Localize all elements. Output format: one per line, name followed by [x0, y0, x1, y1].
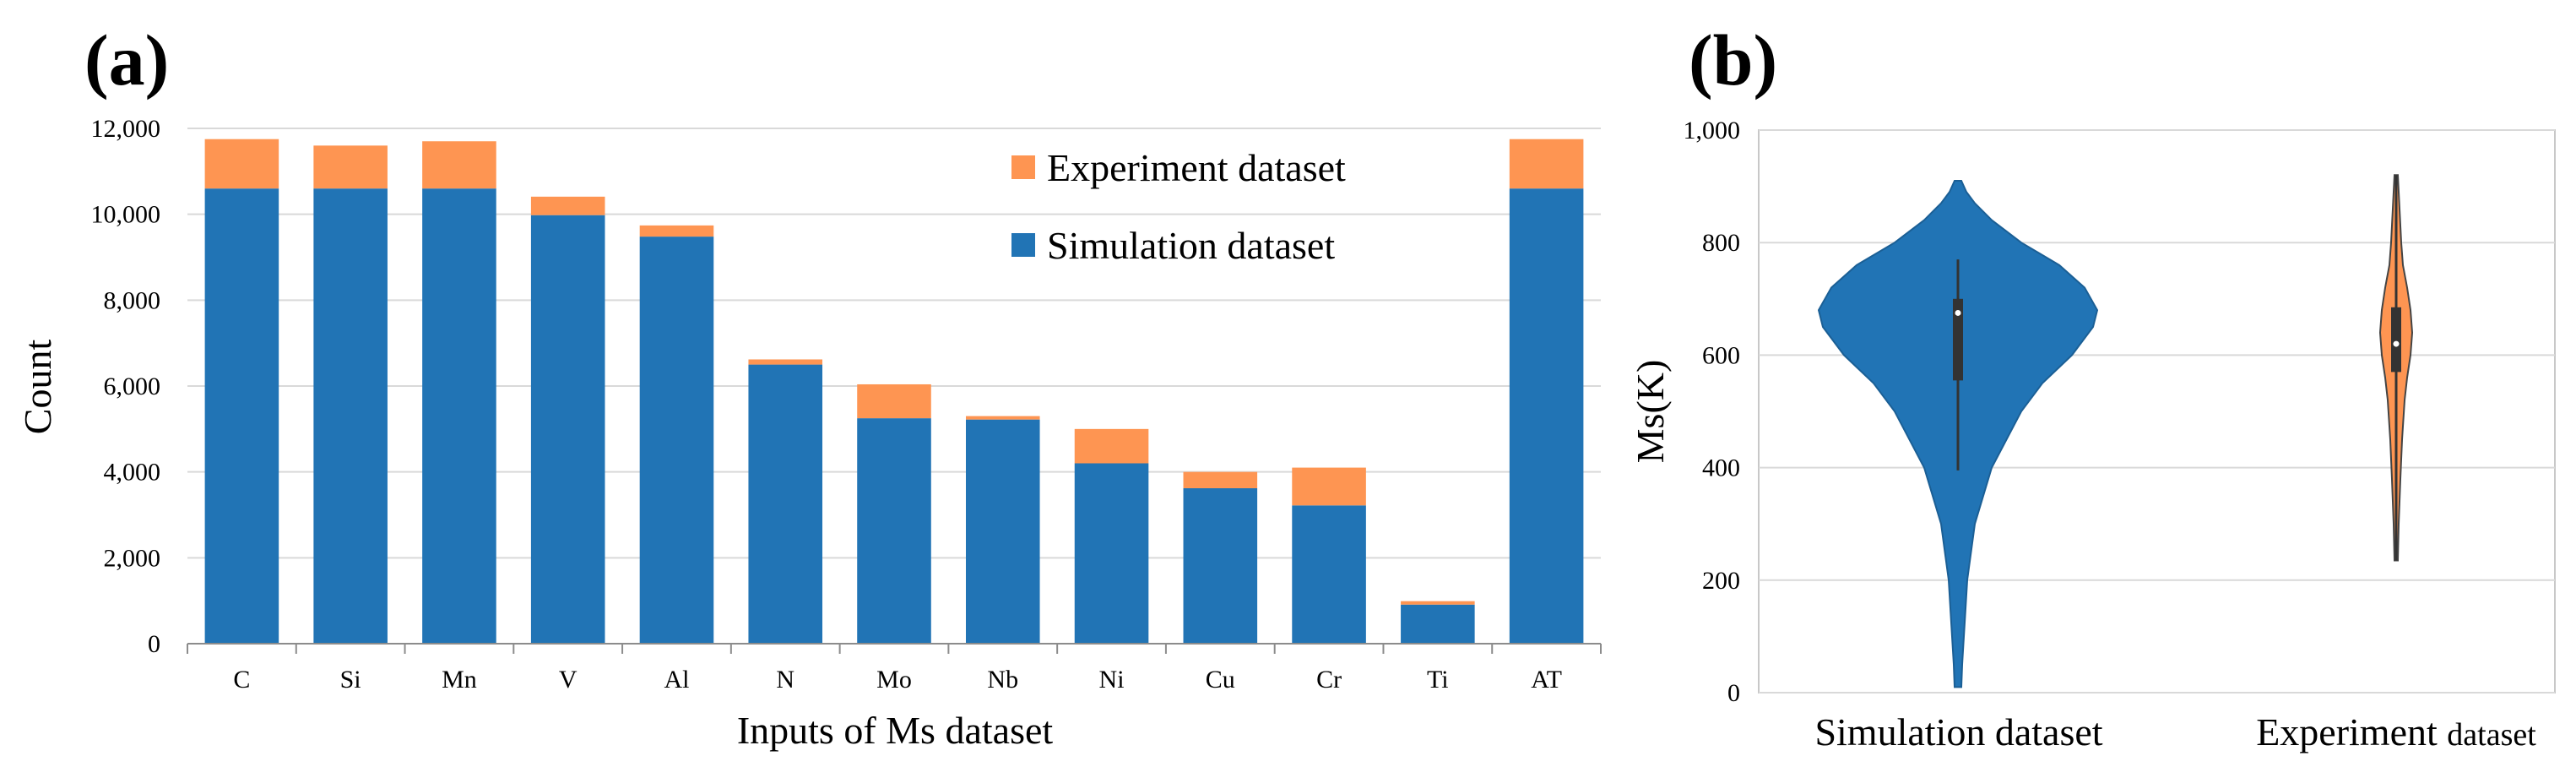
bar-Mn-experiment [422, 141, 496, 189]
bar-C-experiment [204, 139, 279, 189]
bar-V-simulation [530, 215, 605, 644]
b-category-label-experiment: Experiment dataset [2256, 710, 2536, 753]
bar-Ni-simulation [1074, 463, 1149, 644]
a-legend: Experiment dataset Simulation dataset [1011, 146, 1346, 267]
a-ytick-label: 8,000 [104, 286, 161, 314]
bar-AT-simulation [1509, 188, 1584, 644]
violin-median [2393, 340, 2400, 347]
b-ytick-label: 800 [1702, 229, 1740, 257]
a-ytick-label: 2,000 [104, 544, 161, 572]
bar-Si-simulation [313, 188, 388, 644]
a-category-label: AT [1531, 666, 1562, 694]
panel-a-label: (a) [84, 19, 169, 101]
legend-label-experiment: Experiment dataset [1047, 146, 1346, 189]
a-category-label: Ni [1099, 666, 1125, 694]
violin-median [1955, 309, 1961, 316]
bar-C-simulation [204, 188, 279, 644]
a-category-label: Si [340, 666, 361, 694]
b-ytick-label: 600 [1702, 341, 1740, 369]
a-category-label: Ti [1427, 666, 1449, 694]
b-ylabel: Ms(K) [1629, 360, 1672, 464]
a-category-label: Cr [1316, 666, 1342, 694]
a-category-label: Al [664, 666, 689, 694]
a-ylabel: Count [16, 340, 59, 435]
bar-Al-simulation [639, 237, 714, 644]
bar-Cr-experiment [1292, 467, 1366, 506]
a-category-label: Mo [876, 666, 912, 694]
b-ytick-labels: 0 200 400 600 800 1,000 [1684, 117, 1741, 707]
b-category-label-simulation: Simulation dataset [1814, 710, 2102, 753]
bar-chart-a: 0 2,000 4,000 6,000 8,000 10,000 12,000 C Si Mn V… [16, 115, 1602, 752]
a-category-label: V [559, 666, 578, 694]
a-category-label: Nb [987, 666, 1018, 694]
a-ytick-label: 4,000 [104, 459, 161, 487]
bar-Mo-simulation [857, 418, 931, 644]
legend-swatch-experiment [1011, 155, 1035, 179]
bar-N-simulation [748, 364, 823, 644]
bar-Al-experiment [639, 225, 714, 237]
a-xlabel: Inputs of Ms dataset [737, 709, 1054, 752]
violin-chart-b: 0 200 400 600 800 1,000 Ms(K) Simulation data… [1629, 117, 2556, 753]
violin-iqr-box [1953, 298, 1963, 381]
a-category-label: N [776, 666, 794, 694]
a-ytick-labels: 0 2,000 4,000 6,000 8,000 10,000 12,000 [91, 115, 161, 658]
a-x-tick-marks [187, 644, 1602, 654]
bar-Cr-simulation [1292, 505, 1366, 644]
bar-Cu-experiment [1183, 471, 1258, 488]
bar-Cu-simulation [1183, 487, 1258, 644]
a-ytick-label: 10,000 [91, 201, 161, 229]
b-plot-frame [1758, 129, 2556, 694]
b-gridlines [1759, 129, 2555, 694]
bar-V-experiment [530, 196, 605, 215]
a-category-label: Mn [442, 666, 477, 694]
a-category-labels: C Si Mn V Al N Mo Nb Ni Cu Cr Ti AT [233, 666, 1562, 694]
a-bars [204, 139, 1584, 644]
bar-Ti-simulation [1401, 604, 1475, 644]
legend-swatch-simulation [1011, 233, 1035, 257]
b-ytick-label: 200 [1702, 567, 1740, 595]
violin-iqr-box [2391, 307, 2401, 373]
bar-Mo-experiment [857, 384, 931, 419]
a-category-label: Cu [1206, 666, 1235, 694]
a-category-label: C [233, 666, 250, 694]
bar-Ti-experiment [1401, 601, 1475, 605]
b-ytick-label: 400 [1702, 454, 1740, 482]
bar-Nb-experiment [965, 416, 1040, 420]
bar-Ni-experiment [1074, 428, 1149, 464]
legend-label-simulation: Simulation dataset [1047, 224, 1335, 267]
b-violins [1817, 174, 2414, 688]
b-ytick-label: 0 [1727, 679, 1740, 707]
bar-Mn-simulation [422, 188, 496, 644]
bar-Nb-simulation [965, 419, 1040, 644]
a-ytick-label: 6,000 [104, 373, 161, 400]
b-ytick-label: 1,000 [1684, 117, 1741, 144]
panel-b-label: (b) [1689, 19, 1777, 101]
bar-N-experiment [748, 359, 823, 365]
bar-Si-experiment [313, 145, 388, 189]
a-ytick-label: 12,000 [91, 115, 161, 143]
a-ytick-label: 0 [148, 630, 160, 658]
bar-AT-experiment [1509, 139, 1584, 189]
